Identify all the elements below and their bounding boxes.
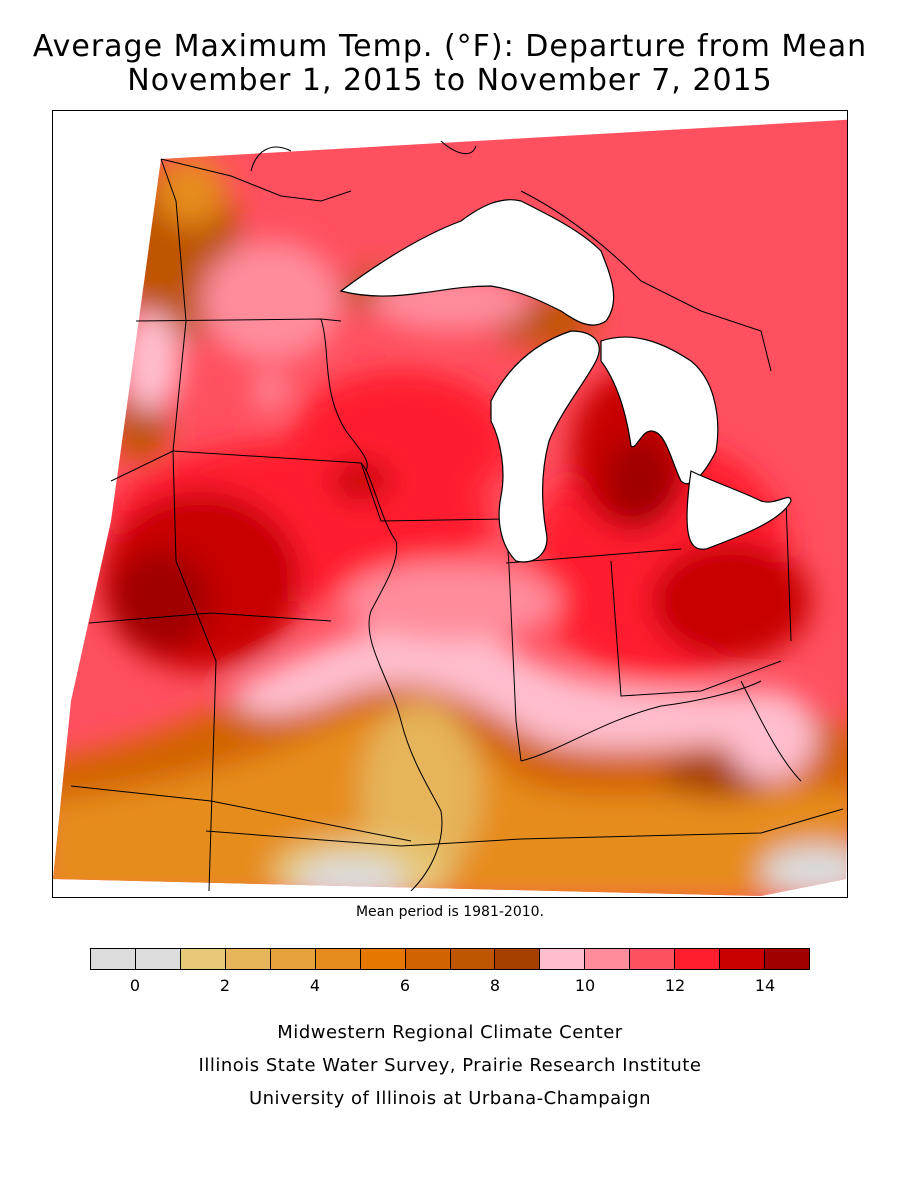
- map-title: Average Maximum Temp. (°F): Departure fr…: [32, 29, 868, 64]
- legend-swatch: [270, 949, 316, 969]
- color-legend-bar: [90, 948, 810, 970]
- legend-tick-label: 6: [399, 976, 411, 995]
- legend-swatch: [630, 949, 676, 969]
- mean-period-note: Mean period is 1981-2010.: [355, 904, 545, 920]
- northern-coastline: [160, 140, 772, 372]
- color-legend-labels: 0 2 4 6 8 10 12 14: [90, 976, 810, 998]
- legend-tick-label: 12: [664, 976, 686, 995]
- legend-swatch: [225, 949, 271, 969]
- legend-swatch: [720, 949, 766, 969]
- legend-tick-label: 10: [574, 976, 596, 995]
- credit-uiuc: University of Illinois at Urbana-Champai…: [248, 1088, 652, 1109]
- legend-tick-label: 2: [219, 976, 231, 995]
- legend-swatch: [765, 949, 809, 969]
- map-frame: [52, 110, 848, 898]
- legend-swatch: [135, 949, 181, 969]
- legend-swatch: [495, 949, 541, 969]
- legend-swatch: [585, 949, 631, 969]
- map-date-range: November 1, 2015 to November 7, 2015: [127, 63, 773, 98]
- legend-swatch: [450, 949, 496, 969]
- legend-swatch: [180, 949, 226, 969]
- state-boundaries: [70, 158, 844, 892]
- great-lakes: [339, 199, 792, 563]
- legend-swatch: [315, 949, 361, 969]
- legend-tick-label: 4: [309, 976, 321, 995]
- legend-tick-label: 8: [489, 976, 501, 995]
- anomaly-map: [53, 119, 847, 896]
- credit-mrcc: Midwestern Regional Climate Center: [277, 1022, 623, 1043]
- legend-tick-label: 14: [754, 976, 776, 995]
- legend-swatch: [91, 949, 136, 969]
- legend-tick-label: 0: [129, 976, 141, 995]
- legend-swatch: [405, 949, 451, 969]
- credit-isws: Illinois State Water Survey, Prairie Res…: [198, 1055, 702, 1076]
- legend-swatch: [675, 949, 721, 969]
- legend-swatch: [360, 949, 406, 969]
- legend-swatch: [540, 949, 586, 969]
